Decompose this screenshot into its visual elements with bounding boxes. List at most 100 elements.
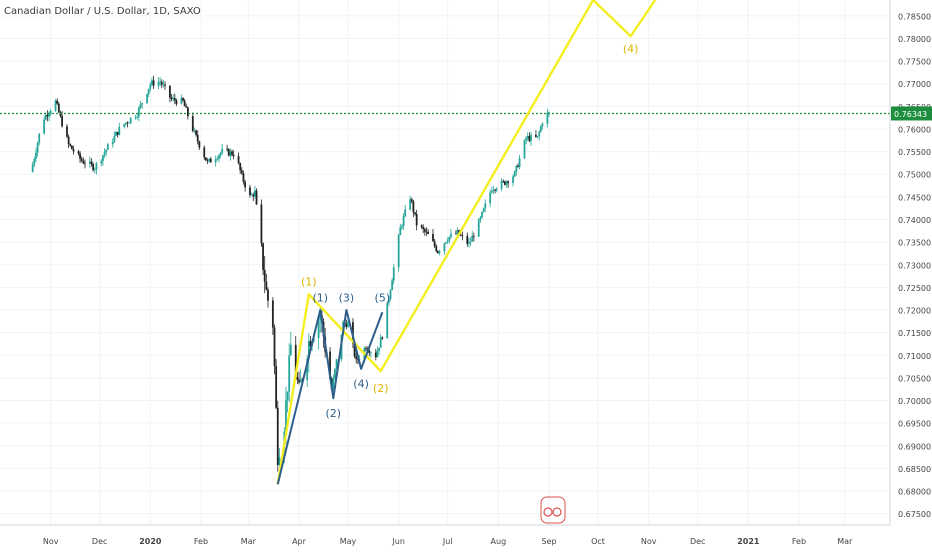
- candle-body: [126, 122, 129, 124]
- candle-body: [162, 84, 165, 86]
- candle-body: [92, 163, 95, 171]
- candle-body: [404, 209, 407, 217]
- candle-body: [237, 156, 240, 164]
- candle-body: [175, 100, 178, 104]
- candle-body: [450, 233, 452, 237]
- candle-body: [409, 199, 412, 210]
- candle-body: [466, 235, 469, 244]
- current-price-label: 0.76343: [894, 110, 927, 119]
- candle-body: [481, 211, 483, 218]
- candle-body: [218, 155, 220, 159]
- candle-body: [273, 327, 276, 366]
- candle-body: [221, 148, 224, 153]
- candle-body: [433, 241, 436, 247]
- candle-body: [72, 149, 75, 152]
- x-tick-label: Feb: [194, 537, 208, 546]
- candle-body: [232, 154, 235, 157]
- candle-body: [438, 251, 441, 254]
- candle-body: [365, 348, 367, 350]
- candle-body: [129, 117, 132, 123]
- candle-body: [244, 181, 246, 188]
- candle-body: [335, 359, 338, 369]
- candle-body: [159, 81, 162, 83]
- candle-body: [286, 391, 289, 401]
- candle-body: [500, 181, 503, 189]
- candle-body: [530, 134, 532, 141]
- x-tick-label: Nov: [641, 537, 657, 546]
- y-tick-label: 0.70500: [898, 374, 931, 383]
- y-tick-label: 0.78500: [898, 12, 931, 21]
- candle-body: [239, 163, 242, 171]
- wave-label: (3): [339, 291, 355, 304]
- candle-body: [260, 204, 263, 244]
- candle-body: [319, 315, 322, 321]
- wave-label: (2): [326, 407, 342, 420]
- candle-body: [517, 165, 519, 168]
- candle-body: [423, 229, 426, 232]
- candle-body: [206, 160, 209, 162]
- candle-body: [386, 302, 389, 339]
- candle-body: [402, 216, 405, 226]
- candle-body: [191, 116, 194, 131]
- candle-body: [329, 351, 331, 379]
- candle-body: [387, 298, 390, 303]
- candle-body: [513, 171, 516, 177]
- candle-body: [376, 350, 379, 358]
- candle-body: [95, 163, 98, 170]
- candle-body: [288, 355, 291, 392]
- candle-body: [43, 119, 46, 134]
- y-tick-label: 0.75500: [898, 148, 931, 157]
- y-tick-label: 0.77000: [898, 80, 931, 89]
- candle-body: [187, 107, 189, 117]
- candle-body: [252, 194, 255, 197]
- candle-body: [432, 233, 434, 242]
- y-tick-label: 0.74000: [898, 216, 931, 225]
- candle-body: [309, 341, 312, 347]
- candle-body: [518, 158, 521, 168]
- candle-body: [399, 227, 402, 236]
- candle-body: [374, 352, 377, 358]
- candle-body: [461, 235, 464, 237]
- candle-body: [46, 114, 49, 117]
- candle-body: [103, 152, 106, 156]
- candle-body: [66, 126, 68, 137]
- candle-body: [436, 251, 439, 254]
- candle-body: [229, 151, 232, 156]
- candle-body: [276, 407, 279, 466]
- candle-body: [102, 155, 104, 161]
- wave-label: (2): [373, 382, 389, 395]
- candle-body: [183, 100, 186, 107]
- candle-body: [170, 97, 173, 100]
- candle-body: [227, 149, 230, 156]
- x-tick-label: 2020: [139, 537, 162, 546]
- candle-body: [136, 116, 139, 118]
- candle-body: [262, 243, 264, 270]
- candle-body: [146, 94, 148, 104]
- candle-body: [469, 241, 472, 243]
- candle-body: [48, 113, 50, 117]
- candle-body: [515, 165, 518, 172]
- candle-body: [296, 377, 299, 380]
- y-tick-label: 0.73500: [898, 239, 931, 248]
- candle-body: [195, 130, 197, 135]
- candle-body: [471, 235, 474, 242]
- candle-body: [546, 112, 549, 124]
- candle-body: [420, 225, 423, 227]
- candle-body: [425, 231, 428, 233]
- candle-body: [271, 300, 274, 328]
- candle-body: [294, 344, 297, 378]
- candle-body: [208, 158, 211, 162]
- candle-body: [525, 137, 528, 141]
- candle-body: [379, 337, 382, 348]
- elliott-wave-drawings: [0, 0, 890, 485]
- candle-body: [70, 145, 73, 150]
- candle-body: [495, 188, 498, 191]
- candle-body: [113, 135, 116, 142]
- wave-labels: (1) (2) (4) (1) (2) (3) (4) (5): [301, 43, 638, 420]
- current-price-badge: [891, 106, 932, 121]
- candle-body: [139, 104, 142, 108]
- y-tick-label: 0.75000: [898, 171, 931, 180]
